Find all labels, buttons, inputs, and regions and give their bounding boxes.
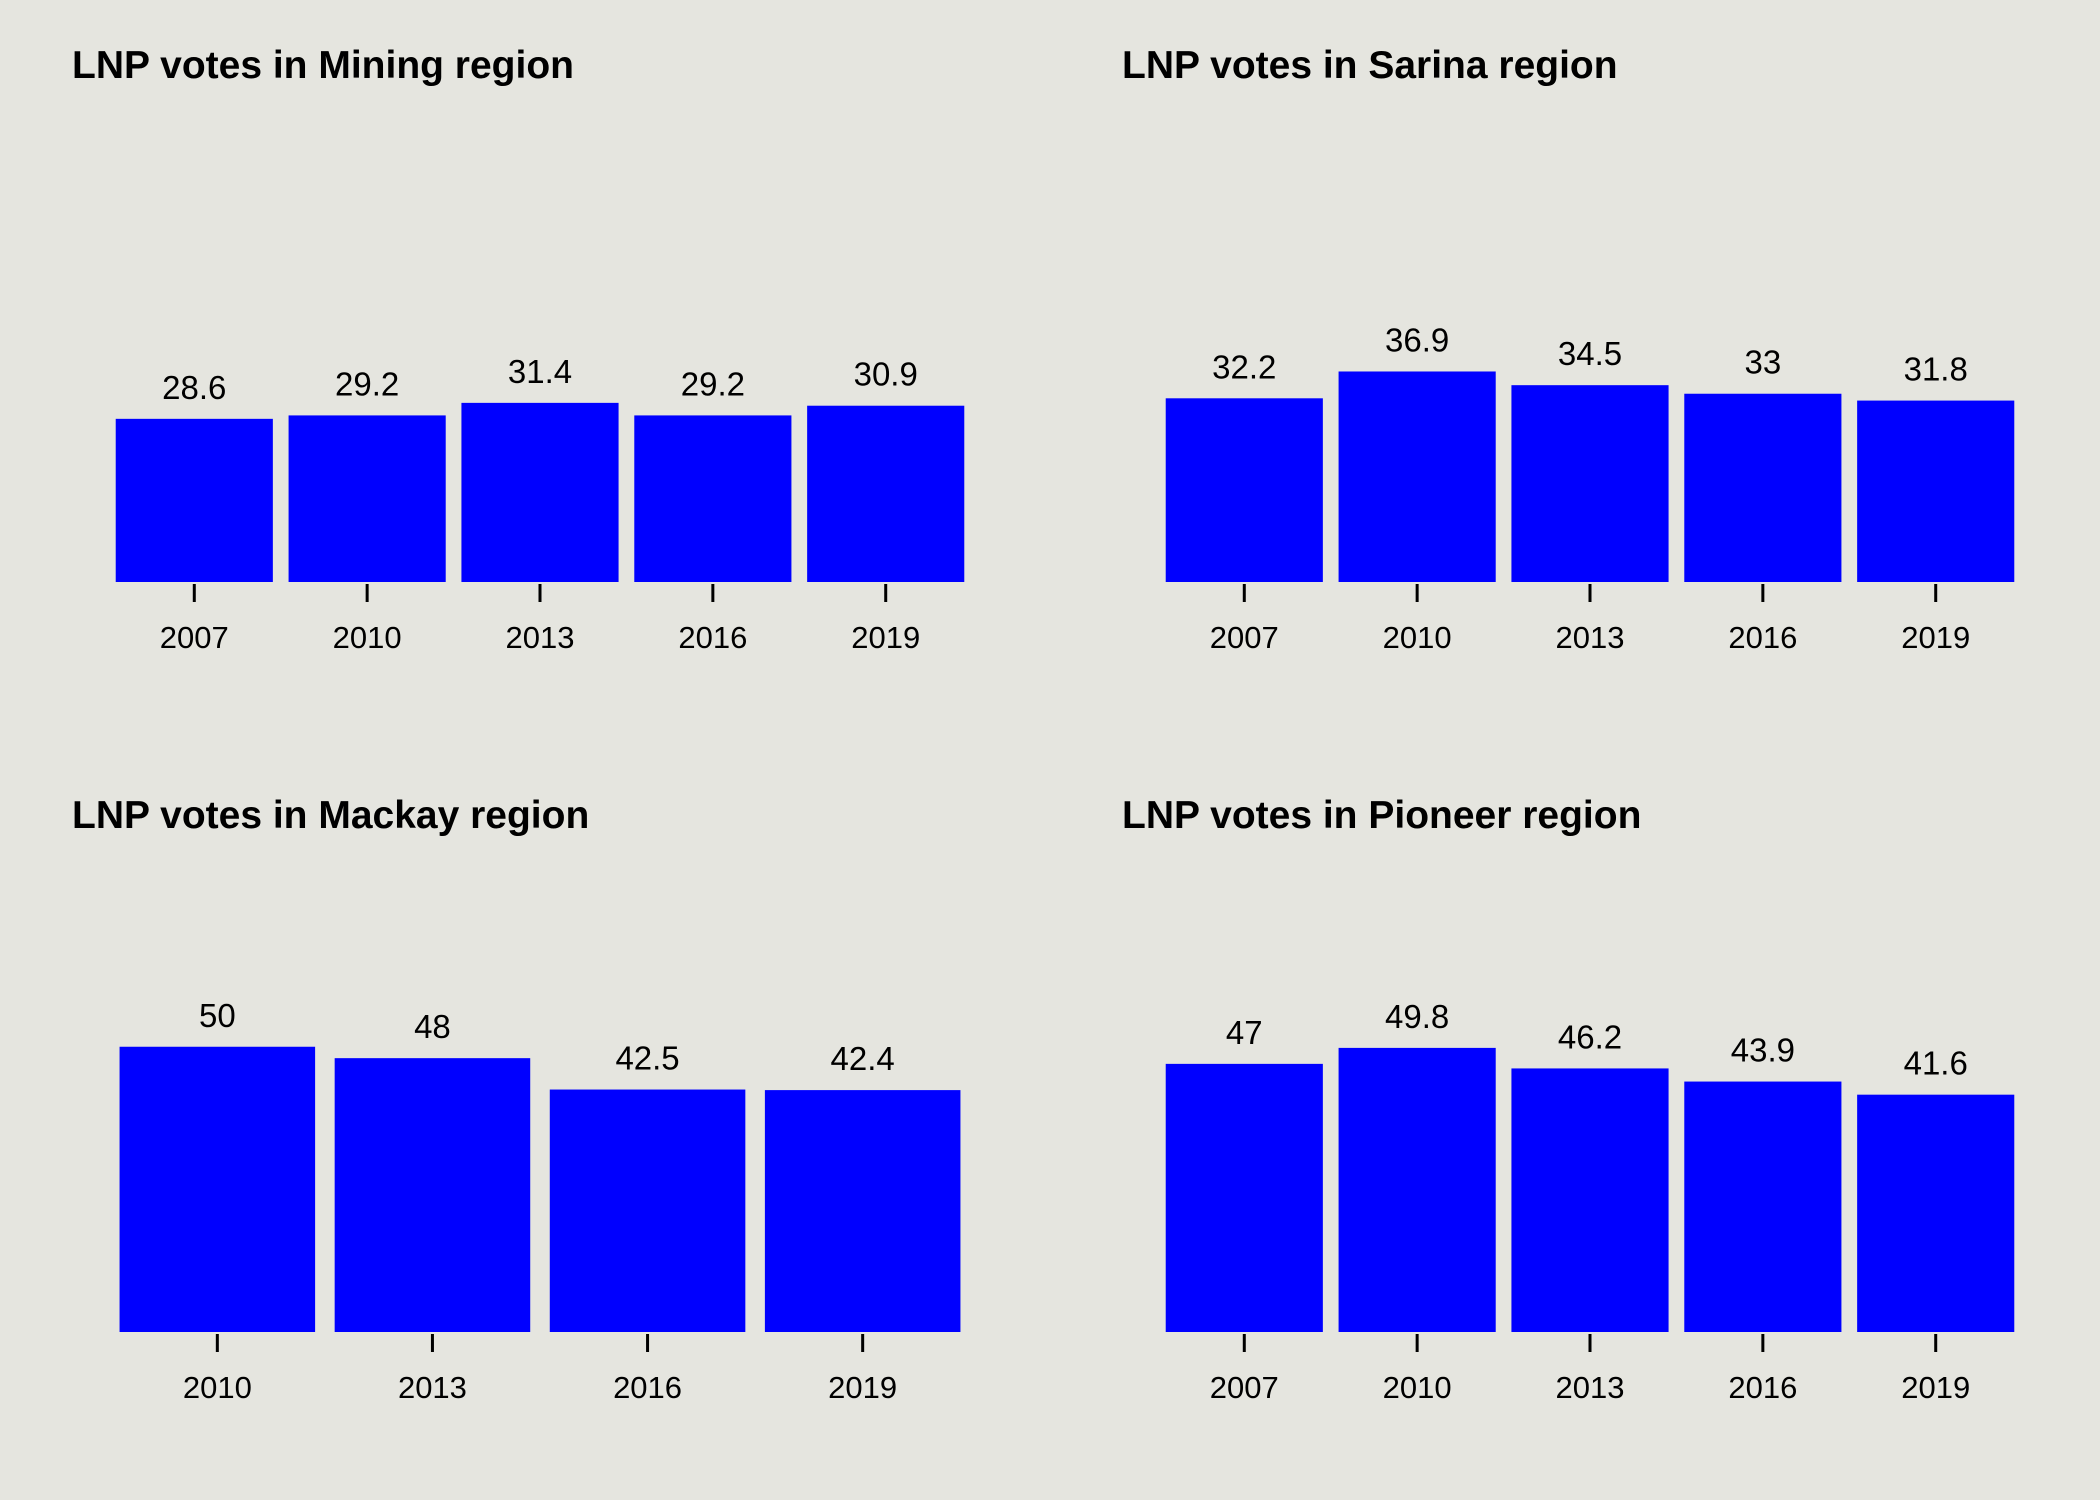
data-label: 42.4 — [831, 1040, 895, 1077]
chart-panel-3: LNP votes in Mackay region 50 2010 48 2013 42… — [72, 794, 961, 1405]
bar — [1338, 1047, 1496, 1332]
chart-title: LNP votes in Pioneer region — [1122, 794, 1641, 837]
bar — [334, 1058, 531, 1332]
bar — [1857, 1094, 2015, 1332]
x-tick-label: 2013 — [1556, 620, 1625, 655]
data-label: 30.9 — [854, 356, 918, 393]
bar — [634, 415, 792, 582]
data-label: 29.2 — [681, 365, 745, 402]
data-label: 32.2 — [1212, 348, 1276, 385]
x-tick-label: 2010 — [333, 620, 402, 655]
chart-title: LNP votes in Sarina region — [1122, 44, 1618, 87]
data-label: 43.9 — [1731, 1032, 1795, 1069]
data-label: 29.2 — [335, 365, 399, 402]
x-tick-label: 2007 — [1210, 1370, 1279, 1405]
chart-title: LNP votes in Mining region — [72, 44, 574, 87]
bar — [1684, 393, 1842, 582]
x-tick-label: 2019 — [1901, 1370, 1970, 1405]
x-tick-label: 2010 — [1383, 1370, 1452, 1405]
data-label: 28.6 — [162, 369, 226, 406]
x-tick-label: 2019 — [851, 620, 920, 655]
chart-panel-2: LNP votes in Sarina region 32.2 2007 36.9 20… — [1122, 44, 2015, 655]
bar — [119, 1046, 316, 1332]
bar — [1857, 400, 2015, 582]
data-label: 33 — [1744, 344, 1781, 381]
chart-panel-1: LNP votes in Mining region 28.6 2007 29.2 20… — [72, 44, 965, 655]
bar — [1684, 1081, 1842, 1332]
x-tick-label: 2016 — [613, 1370, 682, 1405]
data-label: 31.8 — [1904, 351, 1968, 388]
bar — [115, 418, 273, 582]
bar — [461, 402, 619, 582]
x-tick-label: 2019 — [1901, 620, 1970, 655]
x-tick-label: 2019 — [828, 1370, 897, 1405]
data-label: 50 — [199, 997, 236, 1034]
data-label: 47 — [1226, 1014, 1263, 1051]
chart-title: LNP votes in Mackay region — [72, 794, 589, 837]
x-tick-label: 2016 — [1728, 620, 1797, 655]
bar — [764, 1090, 961, 1332]
x-tick-label: 2013 — [398, 1370, 467, 1405]
data-label: 48 — [414, 1008, 451, 1045]
bar — [807, 405, 965, 582]
data-label: 36.9 — [1385, 321, 1449, 358]
bar — [288, 415, 446, 582]
x-tick-label: 2013 — [1556, 1370, 1625, 1405]
data-label: 41.6 — [1904, 1045, 1968, 1082]
x-tick-label: 2007 — [1210, 620, 1279, 655]
x-tick-label: 2016 — [1728, 1370, 1797, 1405]
data-label: 46.2 — [1558, 1018, 1622, 1055]
bar — [1511, 385, 1669, 582]
data-label: 34.5 — [1558, 335, 1622, 372]
bar — [1165, 1063, 1323, 1332]
x-tick-label: 2007 — [160, 620, 229, 655]
chart-panel-4: LNP votes in Pioneer region 47 2007 49.8 201… — [1122, 794, 2015, 1405]
data-label: 42.5 — [615, 1040, 679, 1077]
x-tick-label: 2010 — [1383, 620, 1452, 655]
bar — [1511, 1068, 1669, 1332]
bar — [549, 1089, 746, 1332]
bar — [1165, 398, 1323, 582]
x-tick-label: 2013 — [506, 620, 575, 655]
data-label: 49.8 — [1385, 998, 1449, 1035]
data-label: 31.4 — [508, 353, 572, 390]
x-tick-label: 2016 — [678, 620, 747, 655]
bar — [1338, 371, 1496, 582]
x-tick-label: 2010 — [183, 1370, 252, 1405]
